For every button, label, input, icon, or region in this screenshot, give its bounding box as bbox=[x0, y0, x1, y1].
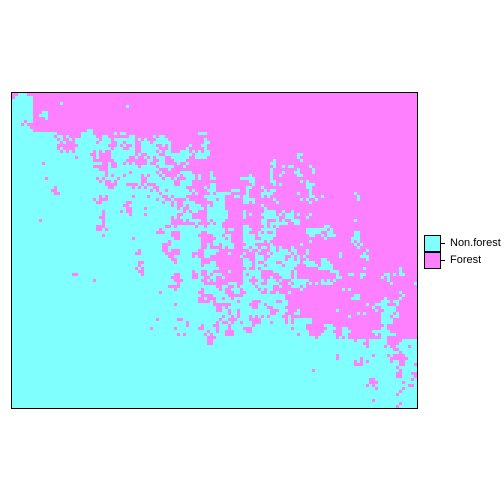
land-cover-raster bbox=[12, 93, 417, 408]
legend-tick bbox=[441, 260, 445, 261]
legend-label-forest: Forest bbox=[450, 254, 482, 266]
legend-label-non-forest: Non.forest bbox=[450, 237, 501, 249]
legend-swatch-non-forest bbox=[424, 235, 441, 252]
legend-tick bbox=[441, 243, 445, 244]
map-panel bbox=[11, 92, 418, 409]
legend-swatch-forest bbox=[424, 252, 441, 269]
